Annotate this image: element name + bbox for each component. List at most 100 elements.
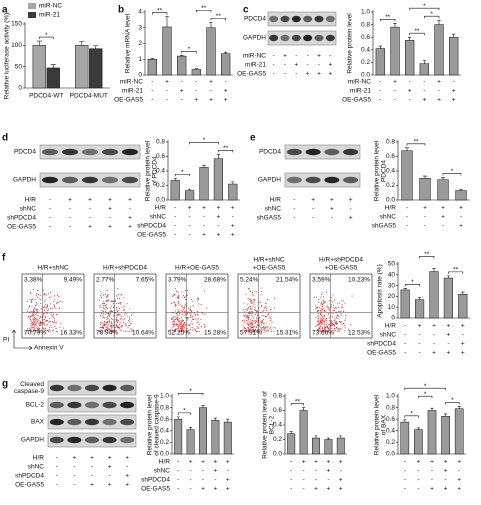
flow-dot (342, 300, 344, 302)
flow-dot (52, 308, 54, 310)
flow-dot (189, 313, 191, 315)
flow-dot (119, 322, 121, 324)
flow-dot (105, 322, 107, 324)
condition-mark: - (293, 197, 295, 204)
flow-dot (273, 297, 275, 299)
flow-dot (181, 304, 183, 306)
flow-dot (327, 329, 329, 331)
flow-dot (195, 315, 197, 317)
error-bar (216, 154, 221, 159)
flow-dot (330, 320, 332, 322)
flow-dot (326, 324, 328, 326)
flow-dot (192, 318, 194, 320)
flow-dot (180, 321, 182, 323)
quadrant-label: 10.23% (348, 277, 370, 284)
flow-dot (189, 306, 192, 308)
flow-dot (255, 320, 257, 322)
flow-dot (254, 291, 256, 293)
blot-band (102, 384, 117, 392)
flow-dot (33, 318, 35, 321)
flow-dot (108, 314, 111, 316)
flow-dot (101, 328, 103, 330)
condition-mark: + (108, 464, 112, 471)
flow-dot (249, 327, 252, 329)
flow-dot (323, 330, 325, 332)
condition-mark: - (290, 477, 292, 484)
flow-dot (319, 313, 321, 315)
condition-mark: - (315, 477, 317, 484)
flow-dot (328, 316, 330, 318)
blot-band (49, 401, 64, 409)
flow-dot (318, 321, 320, 323)
flow-dot (339, 329, 341, 331)
flow-dot (195, 331, 198, 333)
flow-title: +OE-GAS5 (253, 265, 286, 272)
flow-dot (249, 328, 251, 330)
flow-dot (323, 300, 325, 302)
blot-band (122, 176, 138, 184)
flow-dot (269, 327, 271, 329)
condition-mark: + (214, 468, 218, 475)
flow-dot (111, 321, 113, 323)
flow-dot (334, 330, 336, 332)
condition-mark: - (295, 53, 297, 60)
flow-dot (33, 319, 36, 321)
flow-dot (115, 302, 117, 304)
flow-dot (186, 330, 188, 332)
flow-dot (108, 324, 110, 326)
error-bar (194, 68, 199, 70)
flow-dot (50, 308, 52, 310)
flow-dot (264, 328, 266, 330)
error-bar (189, 427, 193, 430)
y-tick-label: 0.4 (156, 168, 165, 175)
y-tick-label: 0 (138, 72, 142, 79)
flow-dot (186, 317, 188, 319)
flow-title: H/R+shNC (37, 265, 69, 272)
condition-name: miR-21 (350, 88, 371, 95)
flow-dot (55, 321, 57, 323)
flow-dot (30, 331, 32, 333)
flow-dot (184, 310, 186, 312)
flow-dot (184, 322, 186, 324)
y-axis-label: Relative protein level (347, 13, 354, 74)
flow-dot (105, 313, 107, 315)
y-axis-label: Relative luciferase activity (%) (4, 13, 11, 100)
flow-dot (175, 318, 177, 320)
blot-band (122, 148, 138, 156)
flow-dot (120, 301, 122, 303)
flow-dot (330, 299, 332, 301)
flow-dot (320, 321, 323, 323)
flow-dot (181, 306, 183, 308)
flow-dot (337, 327, 339, 329)
flow-dot (337, 328, 339, 330)
flow-dot (266, 330, 268, 332)
y-tick-label: 0.6 (160, 416, 169, 423)
condition-name: OE-GAS5 (342, 97, 371, 104)
significance-label: * (411, 279, 414, 286)
flow-dot (333, 310, 335, 312)
quadrant-label: 21.54% (276, 277, 298, 284)
condition-mark: - (174, 223, 176, 230)
flow-dot (53, 329, 55, 331)
flow-dot (269, 323, 271, 325)
bar (415, 299, 425, 319)
flow-dot (190, 310, 192, 312)
flow-dot (268, 317, 270, 319)
flow-dot (326, 305, 328, 307)
flow-dot (248, 324, 250, 326)
flow-dot (175, 324, 177, 326)
flow-dot (248, 330, 250, 332)
flow-dot (188, 329, 190, 331)
significance-bracket (196, 9, 212, 13)
legend-swatch (28, 12, 36, 18)
flow-dot (102, 303, 104, 305)
condition-mark: - (273, 62, 275, 69)
condition-mark: - (91, 473, 93, 480)
flow-dot (100, 323, 102, 325)
flow-dot (262, 321, 264, 323)
condition-name: shNC (380, 332, 397, 339)
condition-name: miR-NC (348, 79, 371, 86)
flow-dot (246, 317, 248, 319)
panel-letter: g (2, 379, 8, 390)
flow-dot (121, 325, 124, 327)
